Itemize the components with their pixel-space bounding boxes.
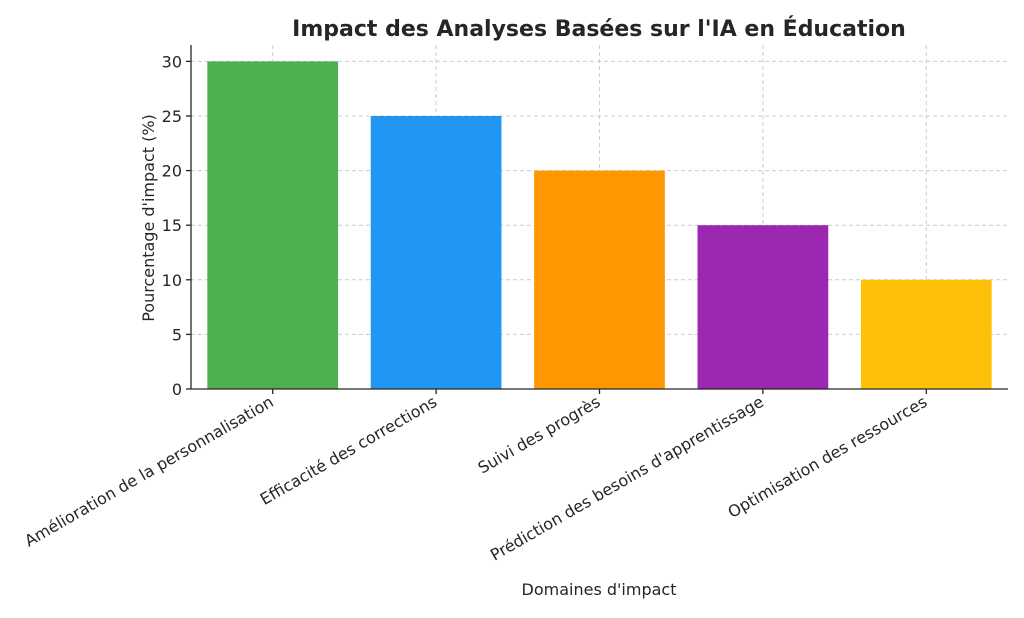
bar bbox=[370, 115, 502, 389]
y-tick-label: 25 bbox=[162, 107, 182, 126]
bar bbox=[534, 170, 665, 389]
y-tick-label: 0 bbox=[172, 380, 182, 399]
y-tick-label: 30 bbox=[162, 52, 182, 71]
bars-layer bbox=[207, 61, 992, 389]
bar bbox=[207, 61, 339, 389]
y-tick-label: 20 bbox=[162, 162, 182, 181]
x-axis-label: Domaines d'impact bbox=[522, 580, 677, 599]
bar bbox=[697, 225, 829, 389]
chart-title: Impact des Analyses Basées sur l'IA en É… bbox=[292, 16, 906, 42]
x-tick-label: Efficacité des corrections bbox=[257, 392, 440, 509]
x-tick-label: Amélioration de la personnalisation bbox=[21, 392, 277, 550]
y-tick-label: 15 bbox=[162, 216, 182, 235]
x-tick-label: Suivi des progrès bbox=[475, 392, 604, 477]
y-tick-label: 5 bbox=[172, 325, 182, 344]
x-tick-label: Prédiction des besoins d'apprentissage bbox=[487, 392, 767, 565]
bar bbox=[860, 279, 992, 389]
y-tick-label: 10 bbox=[162, 271, 182, 290]
y-axis-label: Pourcentage d'impact (%) bbox=[139, 114, 158, 322]
axes-layer bbox=[186, 45, 1008, 394]
